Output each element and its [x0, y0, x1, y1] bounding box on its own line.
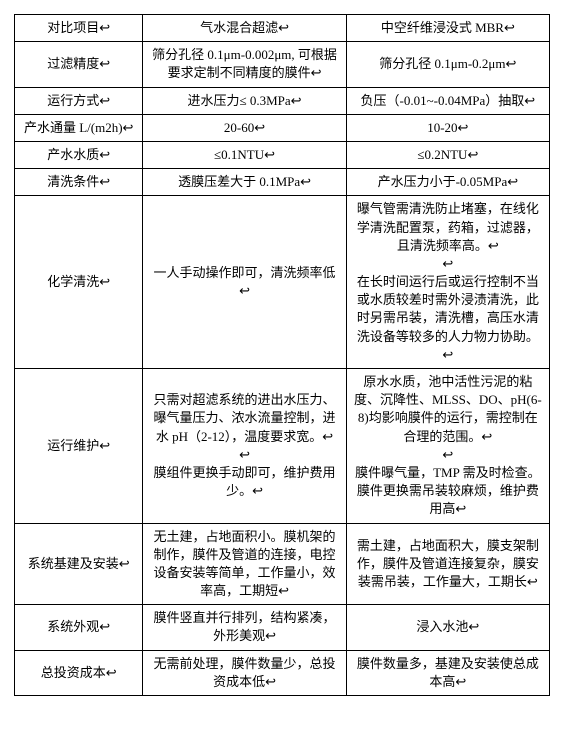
- cell-2-c2: 20-60↩: [143, 114, 346, 141]
- cell-8-c1: 系统外观↩: [15, 605, 143, 650]
- cell-1-c2: 进水压力≤ 0.3MPa↩: [143, 87, 346, 114]
- cell-1-c1: 运行方式↩: [15, 87, 143, 114]
- cell-7-c2: 无土建，占地面积小。膜机架的制作，膜件及管道的连接，电控设备安装等简单，工作量小…: [143, 523, 346, 605]
- cell-5-c1: 化学清洗↩: [15, 196, 143, 369]
- cell-6-c2: 只需对超滤系统的进出水压力、曝气量压力、浓水流量控制，进水 pH（2-12），温…: [143, 369, 346, 524]
- cell-6-c3: 原水水质，池中活性污泥的粘度、沉降性、MLSS、DO、pH(6-8)均影响膜件的…: [346, 369, 549, 524]
- cell-5-c3: 曝气管需清洗防止堵塞，在线化学清洗配置泵，药箱，过滤器，且清洗频率高。↩↩在长时…: [346, 196, 549, 369]
- cell-2-c1: 产水通量 L/(m2h)↩: [15, 114, 143, 141]
- cell-8-c3: 浸入水池↩: [346, 605, 549, 650]
- cell-9-c1: 总投资成本↩: [15, 650, 143, 695]
- cell-6-c1: 运行维护↩: [15, 369, 143, 524]
- cell-8-c2: 膜件竖直并行排列，结构紧凑，外形美观↩: [143, 605, 346, 650]
- cell-5-c2: 一人手动操作即可，清洗频率低↩: [143, 196, 346, 369]
- cell-3-c1: 产水水质↩: [15, 141, 143, 168]
- cell-7-c3: 需土建，占地面积大，膜支架制作，膜件及管道连接复杂，膜安装需吊装，工作量大，工期…: [346, 523, 549, 605]
- cell-1-c3: 负压（-0.01~-0.04MPa）抽取↩: [346, 87, 549, 114]
- cell-9-c2: 无需前处理，膜件数量少，总投资成本低↩: [143, 650, 346, 695]
- cell-7-c1: 系统基建及安装↩: [15, 523, 143, 605]
- cell-9-c3: 膜件数量多，基建及安装使总成本高↩: [346, 650, 549, 695]
- cell-3-c2: ≤0.1NTU↩: [143, 141, 346, 168]
- header-cell-1: 气水混合超滤↩: [143, 15, 346, 42]
- cell-0-c2: 筛分孔径 0.1μm-0.002μm, 可根据要求定制不同精度的膜件↩: [143, 42, 346, 87]
- header-cell-0: 对比项目↩: [15, 15, 143, 42]
- cell-3-c3: ≤0.2NTU↩: [346, 141, 549, 168]
- cell-2-c3: 10-20↩: [346, 114, 549, 141]
- cell-4-c3: 产水压力小于-0.05MPa↩: [346, 169, 549, 196]
- cell-4-c2: 透膜压差大于 0.1MPa↩: [143, 169, 346, 196]
- cell-0-c1: 过滤精度↩: [15, 42, 143, 87]
- header-cell-2: 中空纤维浸没式 MBR↩: [346, 15, 549, 42]
- comparison-table: 对比项目↩气水混合超滤↩中空纤维浸没式 MBR↩过滤精度↩筛分孔径 0.1μm-…: [14, 14, 550, 696]
- cell-0-c3: 筛分孔径 0.1μm-0.2μm↩: [346, 42, 549, 87]
- cell-4-c1: 清洗条件↩: [15, 169, 143, 196]
